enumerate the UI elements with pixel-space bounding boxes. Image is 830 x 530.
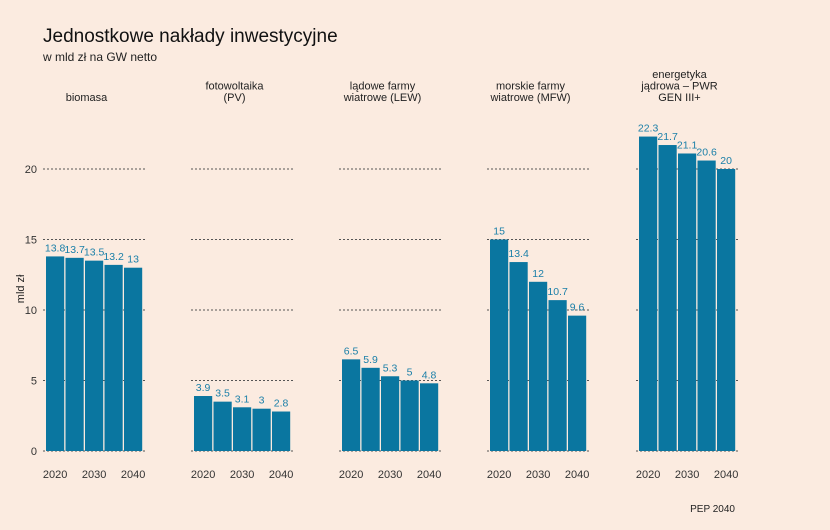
- bar: [568, 315, 587, 451]
- data-label: 21.7: [657, 131, 678, 143]
- data-label: 20.6: [696, 147, 717, 159]
- data-label: 2.8: [274, 398, 289, 410]
- x-tick-label: 2040: [269, 469, 293, 481]
- bar: [639, 136, 658, 451]
- data-label: 3.1: [235, 393, 250, 405]
- bar: [490, 239, 509, 451]
- data-label: 5.3: [383, 362, 398, 374]
- x-tick-label: 2040: [121, 469, 145, 481]
- panel-title: energetyka: [652, 69, 707, 81]
- bar: [252, 408, 271, 451]
- chart-subtitle: w mld zł na GW netto: [43, 50, 158, 64]
- data-label: 9.6: [570, 302, 585, 314]
- data-label: 13.5: [84, 247, 105, 259]
- bar: [361, 367, 380, 451]
- data-label: 20: [720, 155, 732, 167]
- data-label: 10.7: [547, 286, 568, 298]
- panel-title: wiatrowe (MFW): [489, 92, 570, 104]
- bar: [717, 169, 736, 451]
- panel-title: fotowoltaika: [205, 81, 264, 93]
- panel-title: GEN III+: [658, 92, 701, 104]
- data-label: 3: [259, 395, 265, 407]
- y-tick-label: 20: [25, 164, 37, 176]
- bar: [124, 267, 143, 451]
- data-label: 15: [493, 226, 505, 238]
- bar: [213, 401, 232, 451]
- bar: [509, 262, 528, 451]
- x-tick-label: 2030: [378, 469, 402, 481]
- bar: [658, 145, 677, 451]
- data-label: 5.9: [363, 354, 378, 366]
- panel-title: biomasa: [66, 92, 108, 104]
- x-tick-label: 2030: [675, 469, 699, 481]
- x-tick-label: 2020: [339, 469, 363, 481]
- bar: [342, 359, 361, 451]
- data-label: 13.4: [508, 248, 529, 260]
- source-note: PEP 2040: [690, 504, 735, 515]
- data-label: 12: [532, 268, 544, 280]
- chart-title: Jednostkowe nakłady inwestycyjne: [43, 26, 338, 47]
- data-label: 13.8: [45, 242, 66, 254]
- bar: [420, 383, 439, 451]
- bar: [400, 380, 419, 451]
- panel-title: jądrowa – PWR: [640, 81, 717, 93]
- panel-title: morskie farmy: [496, 81, 566, 93]
- x-tick-label: 2020: [43, 469, 67, 481]
- x-tick-label: 2020: [191, 469, 215, 481]
- data-label: 3.9: [196, 382, 211, 394]
- bar: [381, 376, 400, 451]
- data-label: 13.2: [103, 251, 124, 263]
- panel-title: lądowe farmy: [350, 81, 416, 93]
- data-label: 21.1: [677, 139, 698, 151]
- data-label: 13.7: [64, 244, 85, 256]
- panel-title: wiatrowe (LEW): [343, 92, 422, 104]
- x-tick-label: 2030: [526, 469, 550, 481]
- data-label: 3.5: [215, 388, 230, 400]
- bar: [233, 407, 252, 451]
- bar: [104, 264, 123, 451]
- y-axis-title: mld zł: [15, 274, 27, 303]
- y-tick-label: 10: [25, 305, 37, 317]
- x-tick-label: 2040: [714, 469, 738, 481]
- panel-title: (PV): [224, 92, 246, 104]
- data-label: 13: [127, 254, 139, 266]
- data-label: 6.5: [344, 345, 359, 357]
- bar: [85, 260, 104, 451]
- data-label: 4.8: [422, 369, 437, 381]
- bar: [65, 257, 84, 451]
- bar: [46, 256, 65, 451]
- x-tick-label: 2040: [417, 469, 441, 481]
- x-tick-label: 2020: [487, 469, 511, 481]
- data-label: 5: [407, 367, 413, 379]
- y-tick-label: 0: [31, 446, 37, 458]
- data-label: 22.3: [638, 123, 659, 135]
- bar: [529, 281, 548, 451]
- x-tick-label: 2040: [565, 469, 589, 481]
- y-tick-label: 5: [31, 376, 37, 388]
- x-tick-label: 2020: [636, 469, 660, 481]
- bar: [678, 153, 697, 452]
- bar: [272, 411, 291, 451]
- bar: [194, 396, 213, 451]
- bar: [697, 160, 716, 452]
- x-tick-label: 2030: [230, 469, 254, 481]
- x-tick-label: 2030: [82, 469, 106, 481]
- bar: [548, 300, 567, 451]
- y-tick-label: 15: [25, 235, 37, 247]
